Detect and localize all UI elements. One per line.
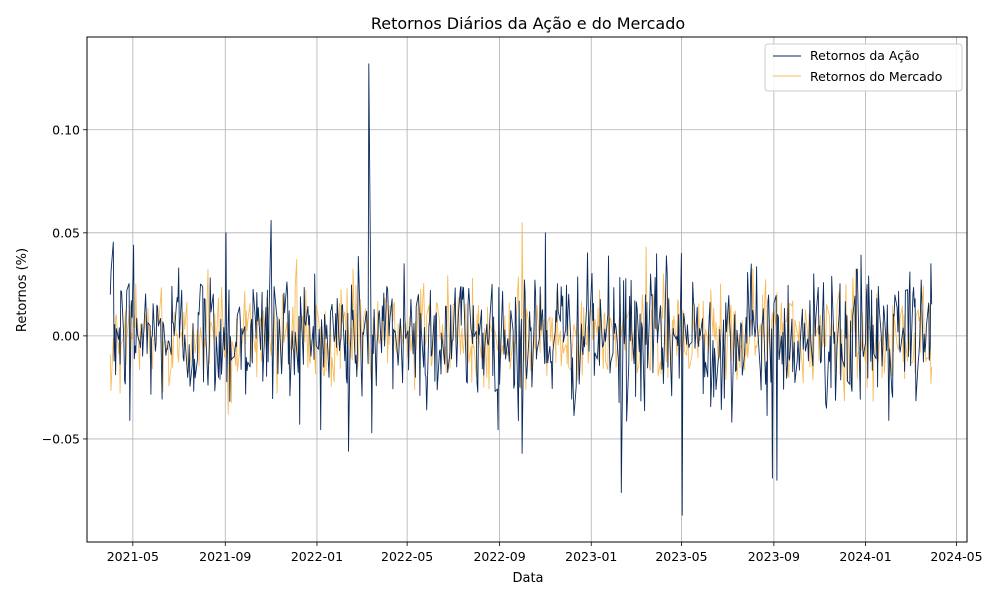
x-tick-label: 2023-01 [565, 549, 617, 564]
x-tick-label: 2022-01 [291, 549, 343, 564]
x-axis: 2021-05 2021-09 2022-01 2022-05 2022-09 2023-… [107, 542, 983, 564]
x-tick-label: 2023-09 [748, 549, 800, 564]
x-tick-label: 2024-05 [930, 549, 982, 564]
plot-frame [86, 36, 968, 543]
legend-label-market: Retornos do Mercado [810, 69, 942, 84]
x-tick-label: 2022-09 [473, 549, 525, 564]
x-tick-label: 2023-05 [655, 549, 707, 564]
grid-lines [87, 37, 967, 542]
y-tick-label: 0.05 [52, 225, 80, 240]
x-axis-title: Data [512, 571, 543, 586]
series-layer [109, 63, 933, 516]
series-line-stock [109, 63, 933, 516]
x-tick-label: 2022-05 [381, 549, 433, 564]
legend: Retornos da Ação Retornos do Mercado [764, 43, 963, 92]
y-tick-label: −0.05 [42, 431, 80, 446]
y-tick-label: 0.10 [52, 122, 80, 137]
y-axis-title: Retornos (%) [15, 248, 30, 332]
chart-title: Retornos Diários da Ação e do Mercado [371, 14, 685, 33]
y-tick-label: 0.00 [52, 328, 80, 343]
x-tick-label: 2021-05 [107, 549, 159, 564]
x-tick-label: 2024-01 [839, 549, 891, 564]
legend-box [764, 43, 963, 92]
legend-label-stock: Retornos da Ação [810, 48, 919, 63]
x-tick-label: 2021-09 [199, 549, 251, 564]
y-axis: −0.05 0.00 0.05 0.10 [42, 122, 87, 446]
